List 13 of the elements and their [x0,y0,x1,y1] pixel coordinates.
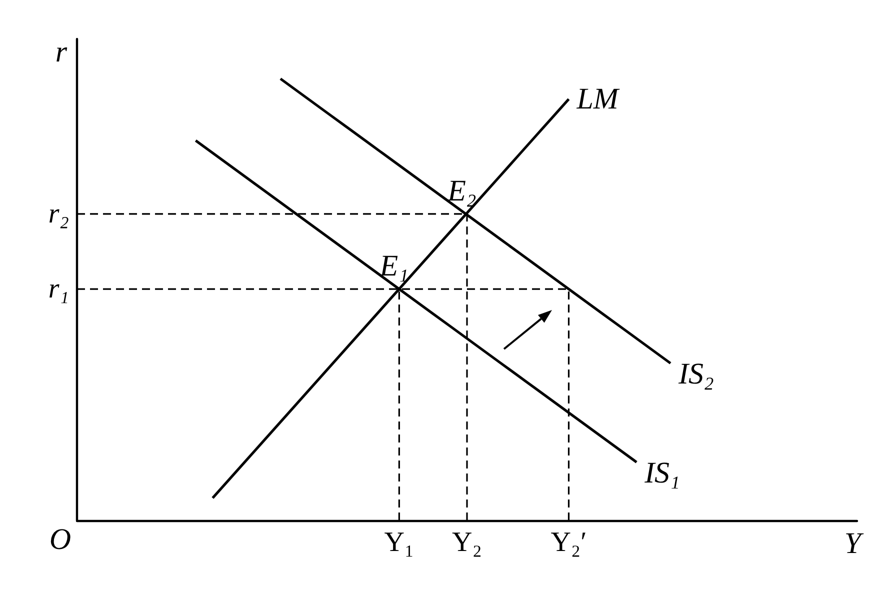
y-axis-title: r [55,36,68,68]
x-tick-label: Y₂ [452,527,482,558]
x-tick-label: Y₁ [384,527,414,558]
series-label: LM [576,82,620,116]
series-label: r₁ [48,274,69,305]
annotation: E₂ [446,174,476,208]
text: O [49,523,71,556]
x-axis-title: Y [844,527,864,560]
series-label: IS₂ [677,358,714,391]
series-label: r₂ [48,198,70,230]
annotation: E₁ [378,250,409,283]
series-label: IS₁ [644,456,680,490]
x-tick-label: Y₂′ [550,527,587,558]
